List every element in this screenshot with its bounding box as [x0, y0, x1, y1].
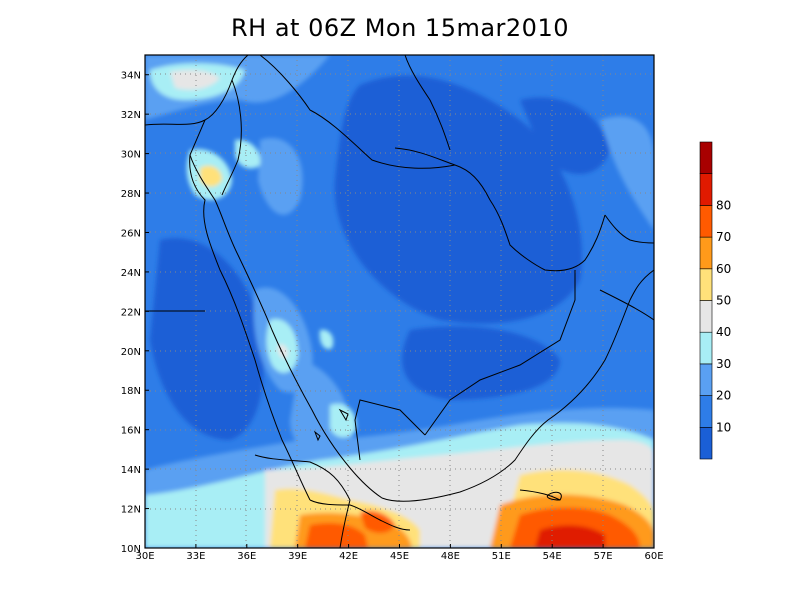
colorbar-swatch — [699, 363, 713, 396]
colorbar-label: 20 — [716, 389, 731, 403]
x-tick-label: 54E — [543, 551, 562, 562]
y-tick-label: 30N — [121, 150, 141, 161]
coastlines — [145, 55, 654, 548]
y-tick-label: 10N — [121, 544, 141, 555]
colorbar-label: 70 — [716, 230, 731, 244]
x-tick-label: 42E — [339, 551, 358, 562]
colorbar-label: 10 — [716, 420, 731, 434]
colorbar-label: 50 — [716, 294, 731, 308]
colorbar-swatch — [699, 173, 713, 206]
colorbar-swatch — [699, 395, 713, 428]
y-tick-label: 32N — [121, 110, 141, 121]
colorbar-swatch — [699, 141, 713, 175]
colorbar-swatch — [699, 236, 713, 270]
colorbar-swatch — [699, 426, 713, 460]
x-tick-label: 39E — [288, 551, 307, 562]
colorbar-label: 80 — [716, 198, 731, 212]
y-tick-label: 24N — [121, 268, 141, 279]
y-axis-ticks: 10N 12N 14N 16N 18N 20N 22N 24N 26N 28N 30N 32N 34N — [121, 71, 149, 555]
y-tick-label: 14N — [121, 465, 141, 476]
x-tick-label: 51E — [492, 551, 511, 562]
x-tick-label: 48E — [441, 551, 460, 562]
colorbar: 10 20 30 40 50 60 70 80 — [699, 141, 731, 460]
colorbar-swatch — [699, 268, 713, 301]
rh-field — [145, 55, 654, 548]
colorbar-label: 40 — [716, 325, 731, 339]
y-tick-label: 34N — [121, 71, 141, 82]
colorbar-label: 30 — [716, 357, 731, 371]
x-axis-ticks: 30E 33E 36E 39E 42E 45E 48E 51E 54E 57E 60E — [135, 544, 664, 562]
x-tick-label: 30E — [135, 551, 154, 562]
x-tick-label: 36E — [237, 551, 256, 562]
x-tick-label: 57E — [594, 551, 613, 562]
y-tick-label: 16N — [121, 426, 141, 437]
y-tick-label: 18N — [121, 386, 141, 397]
y-tick-label: 22N — [121, 307, 141, 318]
colorbar-swatch — [699, 205, 713, 238]
x-tick-label: 60E — [644, 551, 663, 562]
colorbar-swatch — [699, 300, 713, 333]
y-tick-label: 28N — [121, 189, 141, 200]
x-tick-label: 45E — [390, 551, 409, 562]
y-tick-label: 12N — [121, 505, 141, 516]
map-title: RH at 06Z Mon 15mar2010 — [230, 14, 569, 42]
x-tick-label: 33E — [186, 551, 205, 562]
y-tick-label: 20N — [121, 347, 141, 358]
colorbar-swatch — [699, 331, 713, 365]
colorbar-label: 60 — [716, 262, 731, 276]
y-tick-label: 26N — [121, 228, 141, 239]
